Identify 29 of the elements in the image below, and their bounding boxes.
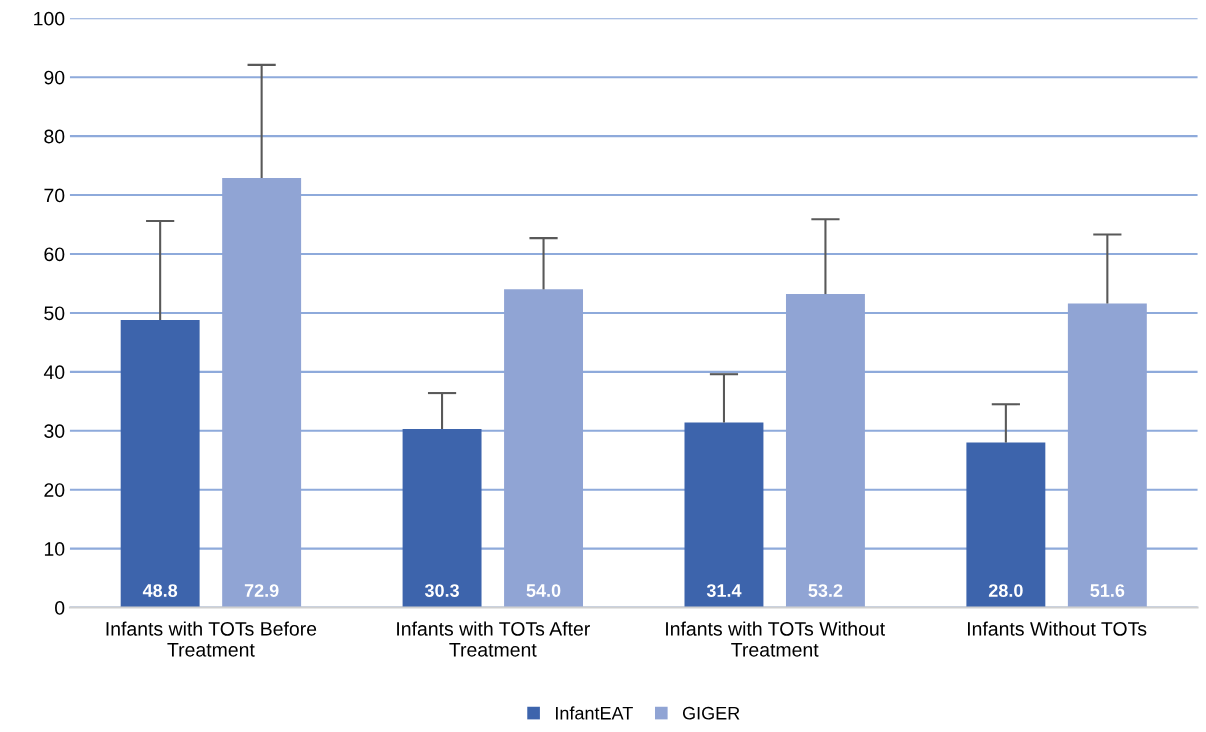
bar: [966, 442, 1046, 608]
x-tick-label: Infants Without TOTs: [967, 621, 1147, 636]
x-tick-label: Infants with TOTs Without Treatment: [666, 621, 885, 657]
y-tick-label: 60: [44, 247, 65, 262]
y-tick-label: 40: [43, 365, 65, 380]
y-tick-label: 30: [44, 424, 65, 439]
bar: [120, 320, 200, 608]
data-label: 51.6: [1090, 584, 1125, 597]
bar: [402, 429, 482, 608]
legend-label: InfantEAT: [556, 706, 633, 720]
y-tick-label: 0: [55, 601, 65, 615]
data-label: 28.0: [988, 584, 1023, 597]
y-tick-label: 100: [34, 11, 65, 26]
x-tick-label: Infants with TOTs Before Treatment: [106, 621, 317, 657]
y-tick-label: 10: [44, 542, 65, 556]
y-tick-label: 20: [44, 483, 65, 497]
data-label: 53.2: [808, 584, 843, 597]
data-label: 48.8: [142, 584, 178, 597]
y-tick-label: 50: [44, 306, 65, 321]
data-label: 30.3: [424, 584, 459, 597]
y-tick-label: 80: [44, 129, 65, 144]
data-label: 54.0: [526, 584, 561, 597]
bar: [684, 422, 764, 608]
data-label: 31.4: [706, 584, 742, 597]
data-label: 72.9: [244, 584, 279, 597]
y-tick-label: 70: [44, 188, 65, 203]
y-tick-label: 90: [44, 70, 65, 85]
legend-label: GIGER: [682, 706, 740, 720]
x-tick-label: Infants with TOTs After Treatment: [397, 621, 590, 657]
